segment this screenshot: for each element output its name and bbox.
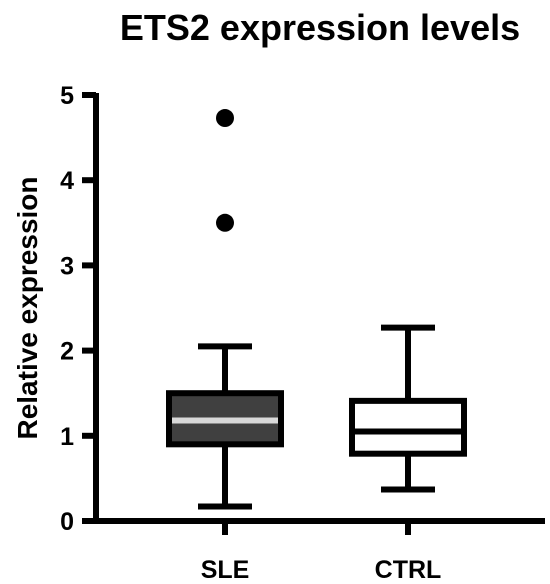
chart-title: ETS2 expression levels (120, 7, 520, 48)
y-tick-label: 3 (60, 252, 74, 280)
y-tick-label: 2 (60, 338, 74, 366)
y-tick-label: 0 (60, 508, 74, 536)
y-axis-label: Relative expression (12, 176, 43, 439)
x-tick-label-sle: SLE (201, 556, 250, 584)
y-tick-label: 1 (60, 423, 74, 451)
outlier-point-sle (216, 109, 234, 128)
y-tick-label: 4 (60, 167, 74, 195)
plot-area: 0 1 2 3 4 5 SLE CTRL (60, 82, 545, 584)
x-tick-label-ctrl: CTRL (375, 556, 442, 584)
outlier-point-sle (216, 213, 234, 232)
y-tick-label: 5 (60, 82, 74, 110)
box-ctrl (349, 397, 467, 457)
